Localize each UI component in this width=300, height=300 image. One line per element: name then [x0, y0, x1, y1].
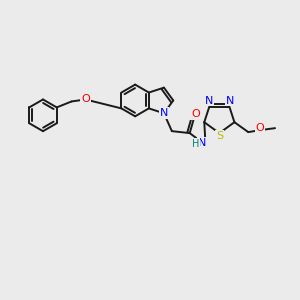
Text: N: N — [205, 95, 213, 106]
Text: O: O — [256, 123, 265, 133]
Text: S: S — [216, 131, 223, 141]
Text: N: N — [160, 108, 168, 118]
Text: N: N — [226, 95, 234, 106]
Text: N: N — [197, 138, 206, 148]
Text: H: H — [192, 139, 199, 149]
Text: O: O — [81, 94, 90, 104]
Text: O: O — [191, 109, 200, 119]
